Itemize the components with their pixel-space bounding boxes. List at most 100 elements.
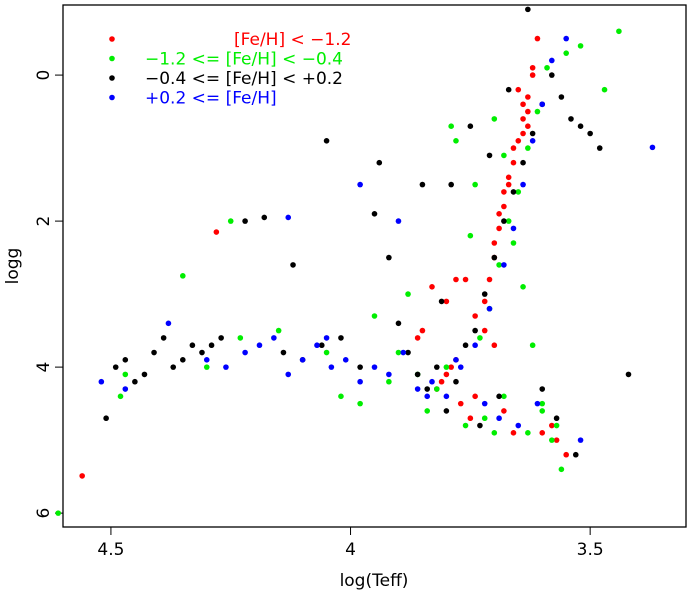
data-point	[501, 189, 507, 195]
data-point	[534, 108, 541, 115]
data-point	[501, 393, 507, 400]
data-point	[386, 254, 392, 261]
data-point	[218, 335, 224, 341]
legend-marker	[109, 75, 115, 81]
data-point	[496, 262, 502, 268]
data-point	[98, 378, 105, 385]
data-point	[587, 130, 593, 137]
data-point	[223, 364, 229, 370]
data-point	[525, 108, 531, 115]
data-point	[395, 349, 402, 356]
data-point	[496, 415, 502, 422]
x-axis-label: log(Teff)	[340, 571, 409, 591]
data-point	[539, 430, 546, 436]
data-point	[103, 415, 109, 422]
data-point	[419, 181, 426, 188]
data-point	[544, 64, 550, 71]
data-point	[601, 86, 608, 93]
data-point	[467, 123, 474, 129]
data-point	[443, 298, 450, 305]
legend-marker	[109, 36, 115, 42]
data-point	[323, 335, 330, 341]
data-point	[323, 137, 330, 144]
data-point	[525, 6, 531, 13]
data-point	[242, 218, 248, 224]
data-point	[453, 276, 459, 283]
data-point	[539, 400, 546, 407]
data-point	[438, 378, 445, 385]
data-point	[472, 181, 478, 188]
data-point	[55, 510, 62, 516]
data-point	[481, 291, 488, 297]
data-point	[112, 364, 119, 370]
data-point	[285, 214, 292, 221]
data-point	[596, 145, 603, 151]
data-point	[520, 181, 526, 188]
data-point	[510, 145, 517, 151]
data-point	[414, 386, 421, 392]
data-point	[481, 327, 488, 334]
data-point	[141, 371, 148, 378]
data-point	[160, 335, 167, 341]
data-point	[208, 342, 215, 349]
data-point	[549, 72, 555, 78]
data-point	[323, 349, 330, 356]
y-tick-label: 4	[34, 362, 54, 373]
data-point	[371, 364, 378, 370]
data-point	[534, 400, 541, 407]
legend-marker	[109, 55, 115, 62]
data-point	[491, 430, 498, 436]
data-point	[338, 335, 344, 341]
x-tick-label: 4.5	[97, 540, 124, 560]
data-point	[180, 357, 186, 363]
data-point	[371, 313, 378, 319]
data-point	[553, 422, 560, 429]
data-point	[563, 35, 569, 42]
data-point	[424, 408, 431, 414]
data-point	[520, 101, 526, 108]
data-point	[242, 349, 248, 356]
data-point	[414, 335, 421, 341]
data-point	[180, 273, 186, 279]
data-point	[515, 422, 522, 429]
x-tick-label: 4	[345, 540, 356, 560]
data-point	[525, 145, 531, 151]
legend-marker	[109, 94, 115, 101]
data-point	[400, 349, 407, 356]
data-point	[481, 400, 488, 407]
data-point	[549, 437, 555, 443]
data-point	[539, 386, 546, 392]
data-point	[505, 181, 512, 188]
data-point	[553, 437, 560, 443]
data-point	[386, 371, 392, 378]
data-point	[486, 152, 493, 159]
data-point	[558, 466, 565, 473]
data-point	[434, 386, 440, 392]
data-point	[649, 144, 656, 151]
data-point	[539, 408, 546, 414]
data-point	[501, 203, 507, 210]
data-point	[549, 422, 555, 429]
data-point	[616, 28, 622, 35]
data-point	[486, 276, 493, 283]
data-point	[553, 415, 560, 422]
data-point	[457, 364, 464, 370]
data-point	[520, 284, 526, 290]
data-point	[165, 320, 172, 327]
data-point	[328, 364, 335, 370]
legend-label: [Fe/H] < −1.2	[234, 30, 351, 50]
data-point	[510, 159, 517, 166]
data-point	[491, 254, 498, 261]
data-point	[496, 225, 502, 232]
data-point	[275, 327, 282, 334]
data-point	[299, 357, 306, 363]
legend-label: +0.2 <= [Fe/H]	[145, 89, 277, 109]
data-point	[386, 378, 392, 385]
data-point	[515, 137, 522, 144]
data-point	[213, 229, 220, 235]
data-point	[357, 364, 363, 370]
data-point	[280, 349, 287, 356]
y-tick-label: 2	[34, 216, 54, 227]
legend-label: −1.2 <= [Fe/H] < −0.4	[145, 50, 343, 70]
data-point	[227, 218, 234, 224]
